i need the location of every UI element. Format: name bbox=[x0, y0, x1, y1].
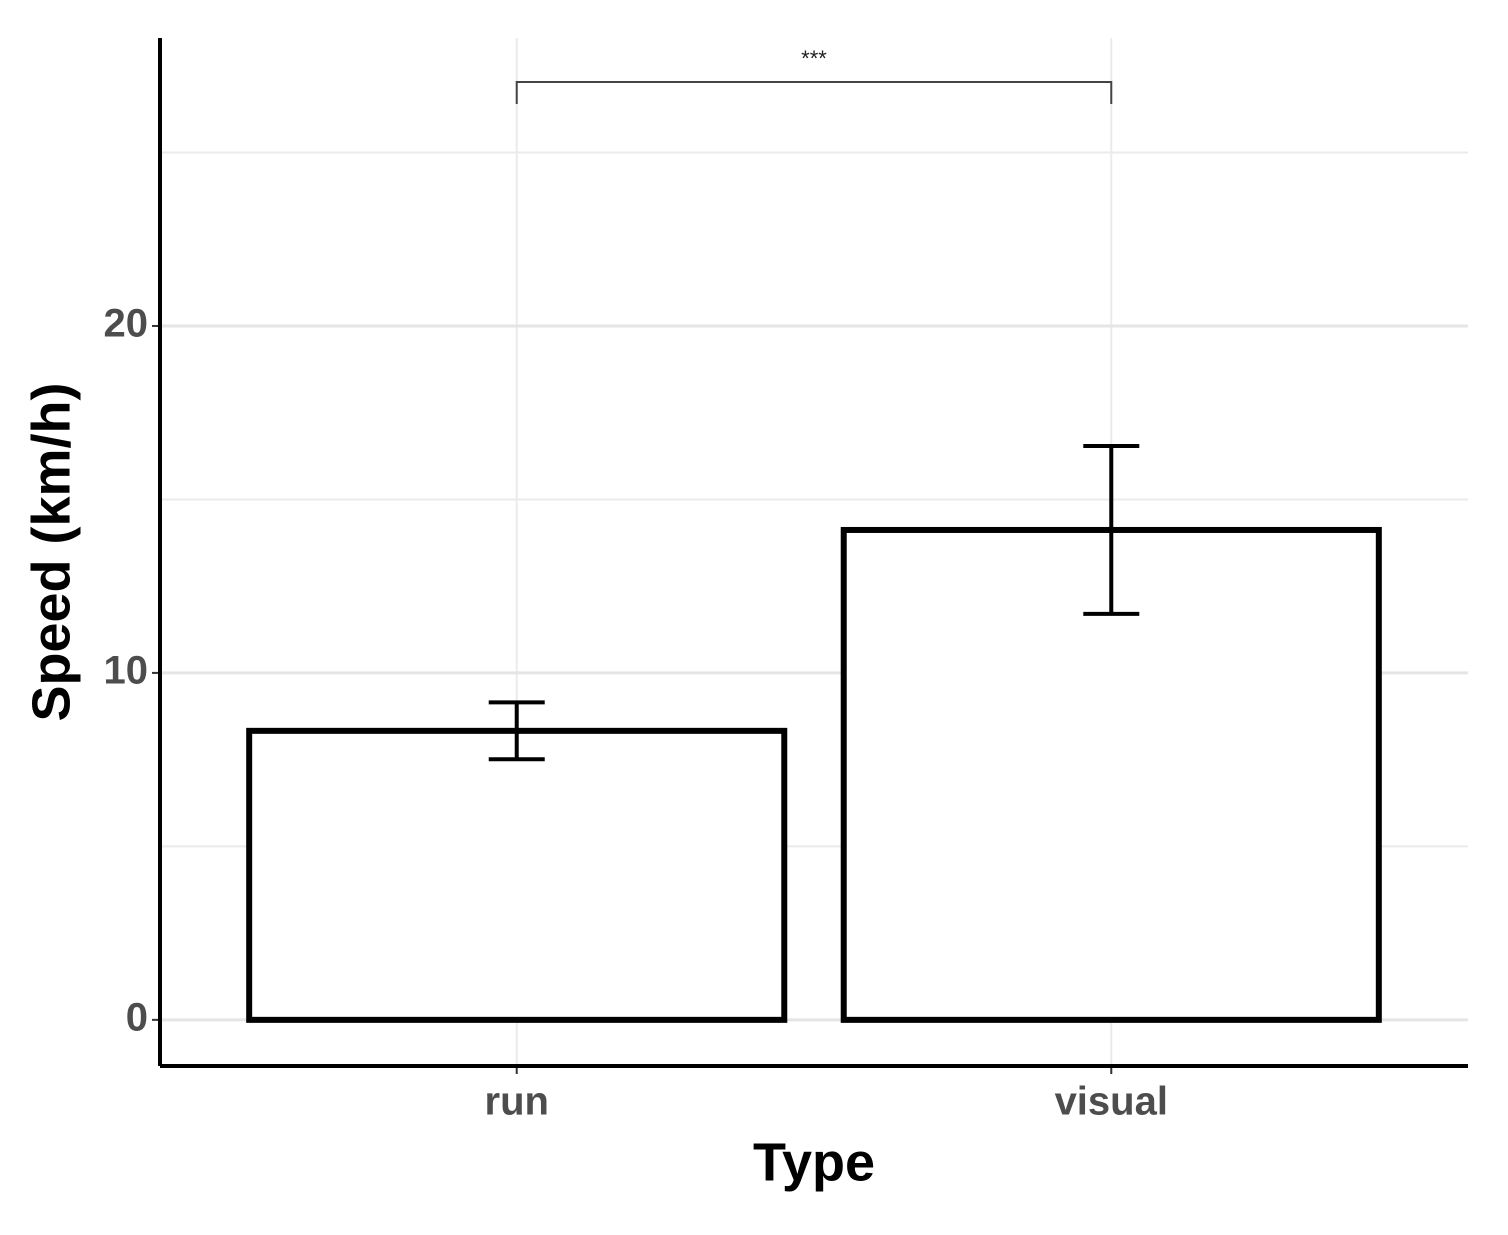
x-axis-title: Type bbox=[753, 1132, 875, 1192]
bar bbox=[246, 727, 788, 1023]
significance-label: *** bbox=[801, 46, 827, 71]
significance-bracket bbox=[515, 81, 1113, 104]
y-axis-title: Speed (km/h) bbox=[21, 382, 81, 721]
y-tick-label: 0 bbox=[126, 995, 148, 1039]
y-tick-label: 10 bbox=[104, 648, 149, 692]
x-tick-label: run bbox=[485, 1080, 549, 1124]
y-tick-label: 20 bbox=[104, 302, 149, 346]
x-tick-label: visual bbox=[1055, 1080, 1168, 1124]
